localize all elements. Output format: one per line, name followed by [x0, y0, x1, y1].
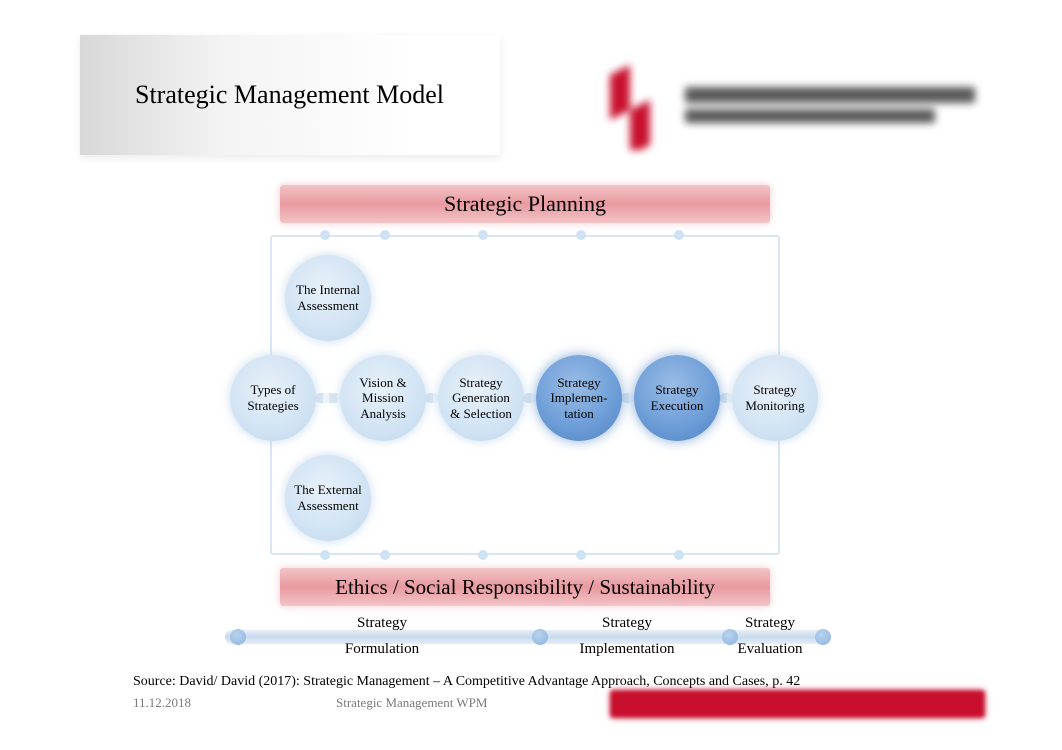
node-strategy-monitoring: Strategy Monitoring — [732, 355, 818, 441]
model-diagram: Strategic Planning Types of Strategies T… — [225, 185, 825, 675]
loop-dot — [320, 550, 330, 560]
node-line: Analysis — [360, 406, 406, 422]
node-line: Implemen- — [550, 390, 607, 406]
node-strategy-execution: Strategy Execution — [634, 355, 720, 441]
banner-top: Strategic Planning — [280, 185, 770, 223]
slide: Strategic Management Model Strategic Pla… — [0, 0, 1062, 750]
node-line: Execution — [651, 398, 704, 414]
loop-dot — [478, 230, 488, 240]
footer-date: 11.12.2018 — [133, 695, 191, 711]
connector — [719, 393, 733, 403]
connector — [315, 393, 341, 403]
phase-label: Formulation — [282, 641, 482, 658]
node-line: Assessment — [297, 298, 358, 314]
source-citation: Source: David/ David (2017): Strategic M… — [133, 674, 800, 690]
node-line: Strategy — [557, 375, 600, 391]
logo-mark-icon — [600, 60, 670, 150]
node-line: Strategies — [247, 398, 298, 414]
node-line: Generation — [452, 390, 510, 406]
title-block: Strategic Management Model — [80, 35, 500, 155]
node-line: & Selection — [450, 406, 512, 422]
connector — [425, 393, 439, 403]
node-line: tation — [564, 406, 594, 422]
footer-course: Strategic Management WPM — [336, 695, 487, 711]
node-strategy-generation: Strategy Generation & Selection — [438, 355, 524, 441]
node-vision-mission: Vision & Mission Analysis — [340, 355, 426, 441]
node-line: Types of — [251, 382, 296, 398]
phase-dot — [230, 629, 246, 645]
node-internal-assessment: The Internal Assessment — [285, 255, 371, 341]
slide-title: Strategic Management Model — [135, 80, 444, 110]
banner-bottom: Ethics / Social Responsibility / Sustain… — [280, 568, 770, 606]
phase-label: Strategy — [670, 615, 870, 632]
node-line: Strategy — [459, 375, 502, 391]
loop-dot — [380, 550, 390, 560]
node-line: Monitoring — [745, 398, 804, 414]
node-line: Vision & — [359, 375, 406, 391]
node-line: Strategy — [655, 382, 698, 398]
node-line: The External — [294, 482, 362, 498]
node-line: The Internal — [296, 282, 360, 298]
loop-dot — [674, 550, 684, 560]
loop-dot — [478, 550, 488, 560]
connector — [621, 393, 635, 403]
loop-dot — [576, 230, 586, 240]
node-strategy-implementation: Strategy Implemen- tation — [536, 355, 622, 441]
loop-dot — [380, 230, 390, 240]
node-line: Mission — [362, 390, 404, 406]
loop-dot — [320, 230, 330, 240]
node-external-assessment: The External Assessment — [285, 455, 371, 541]
logo-text — [685, 87, 975, 123]
phase-label: Strategy — [282, 615, 482, 632]
footer-redbar — [610, 690, 985, 718]
node-line: Assessment — [297, 498, 358, 514]
connector — [523, 393, 537, 403]
node-line: Strategy — [753, 382, 796, 398]
loop-dot — [576, 550, 586, 560]
node-types-of-strategies: Types of Strategies — [230, 355, 316, 441]
phase-label: Evaluation — [670, 641, 870, 658]
loop-dot — [674, 230, 684, 240]
university-logo — [600, 55, 980, 155]
